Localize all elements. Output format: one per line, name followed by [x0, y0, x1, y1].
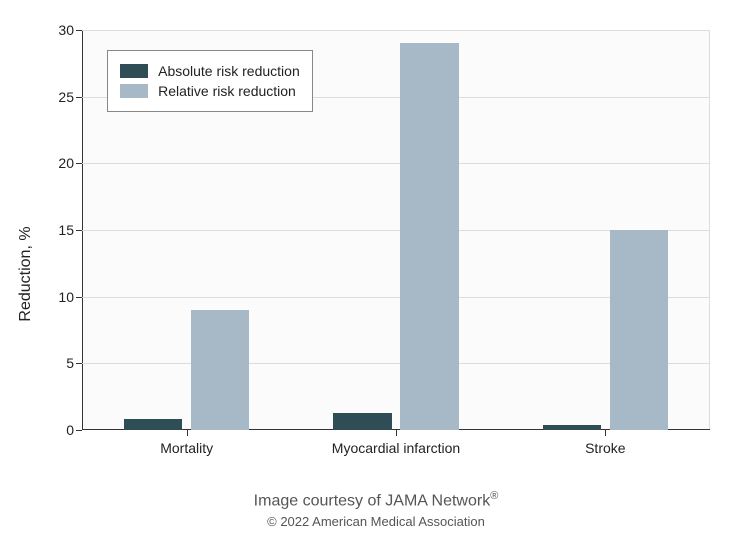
attribution-text: Image courtesy of JAMA Network [254, 492, 491, 509]
x-tick-mark [187, 430, 188, 436]
y-tick-mark [76, 430, 82, 431]
legend-label: Absolute risk reduction [158, 63, 300, 79]
y-tick-label: 10 [58, 289, 74, 305]
y-tick-label: 25 [58, 89, 74, 105]
legend-label: Relative risk reduction [158, 83, 296, 99]
y-tick-label: 5 [66, 355, 74, 371]
bar [400, 43, 459, 430]
bar [610, 230, 669, 430]
chart-stage: Reduction, % 051015202530MortalityMyocar… [0, 0, 752, 548]
legend-swatch [120, 64, 148, 78]
y-tick-label: 15 [58, 222, 74, 238]
bar [543, 425, 602, 430]
legend: Absolute risk reduction Relative risk red… [107, 50, 313, 112]
plot-area: 051015202530MortalityMyocardial infarcti… [82, 30, 710, 430]
bar [124, 419, 183, 430]
attribution-line-2: © 2022 American Medical Association [0, 514, 752, 529]
y-tick-label: 0 [66, 422, 74, 438]
x-tick-label: Mortality [160, 440, 213, 456]
y-tick-label: 20 [58, 155, 74, 171]
gridline [82, 30, 710, 31]
y-tick-mark [76, 97, 82, 98]
y-tick-mark [76, 230, 82, 231]
registered-mark: ® [490, 490, 498, 502]
legend-row: Absolute risk reduction [120, 63, 300, 79]
y-tick-mark [76, 363, 82, 364]
y-tick-mark [76, 30, 82, 31]
x-tick-label: Stroke [585, 440, 625, 456]
y-tick-mark [76, 297, 82, 298]
attribution-line-1: Image courtesy of JAMA Network® [0, 490, 752, 510]
x-tick-mark [605, 430, 606, 436]
y-axis-label: Reduction, % [17, 226, 35, 321]
bar [333, 413, 392, 430]
bar [191, 310, 250, 430]
legend-swatch [120, 84, 148, 98]
legend-row: Relative risk reduction [120, 83, 300, 99]
gridline [82, 163, 710, 164]
x-tick-mark [396, 430, 397, 436]
y-tick-label: 30 [58, 22, 74, 38]
y-tick-mark [76, 163, 82, 164]
x-tick-label: Myocardial infarction [332, 440, 460, 456]
